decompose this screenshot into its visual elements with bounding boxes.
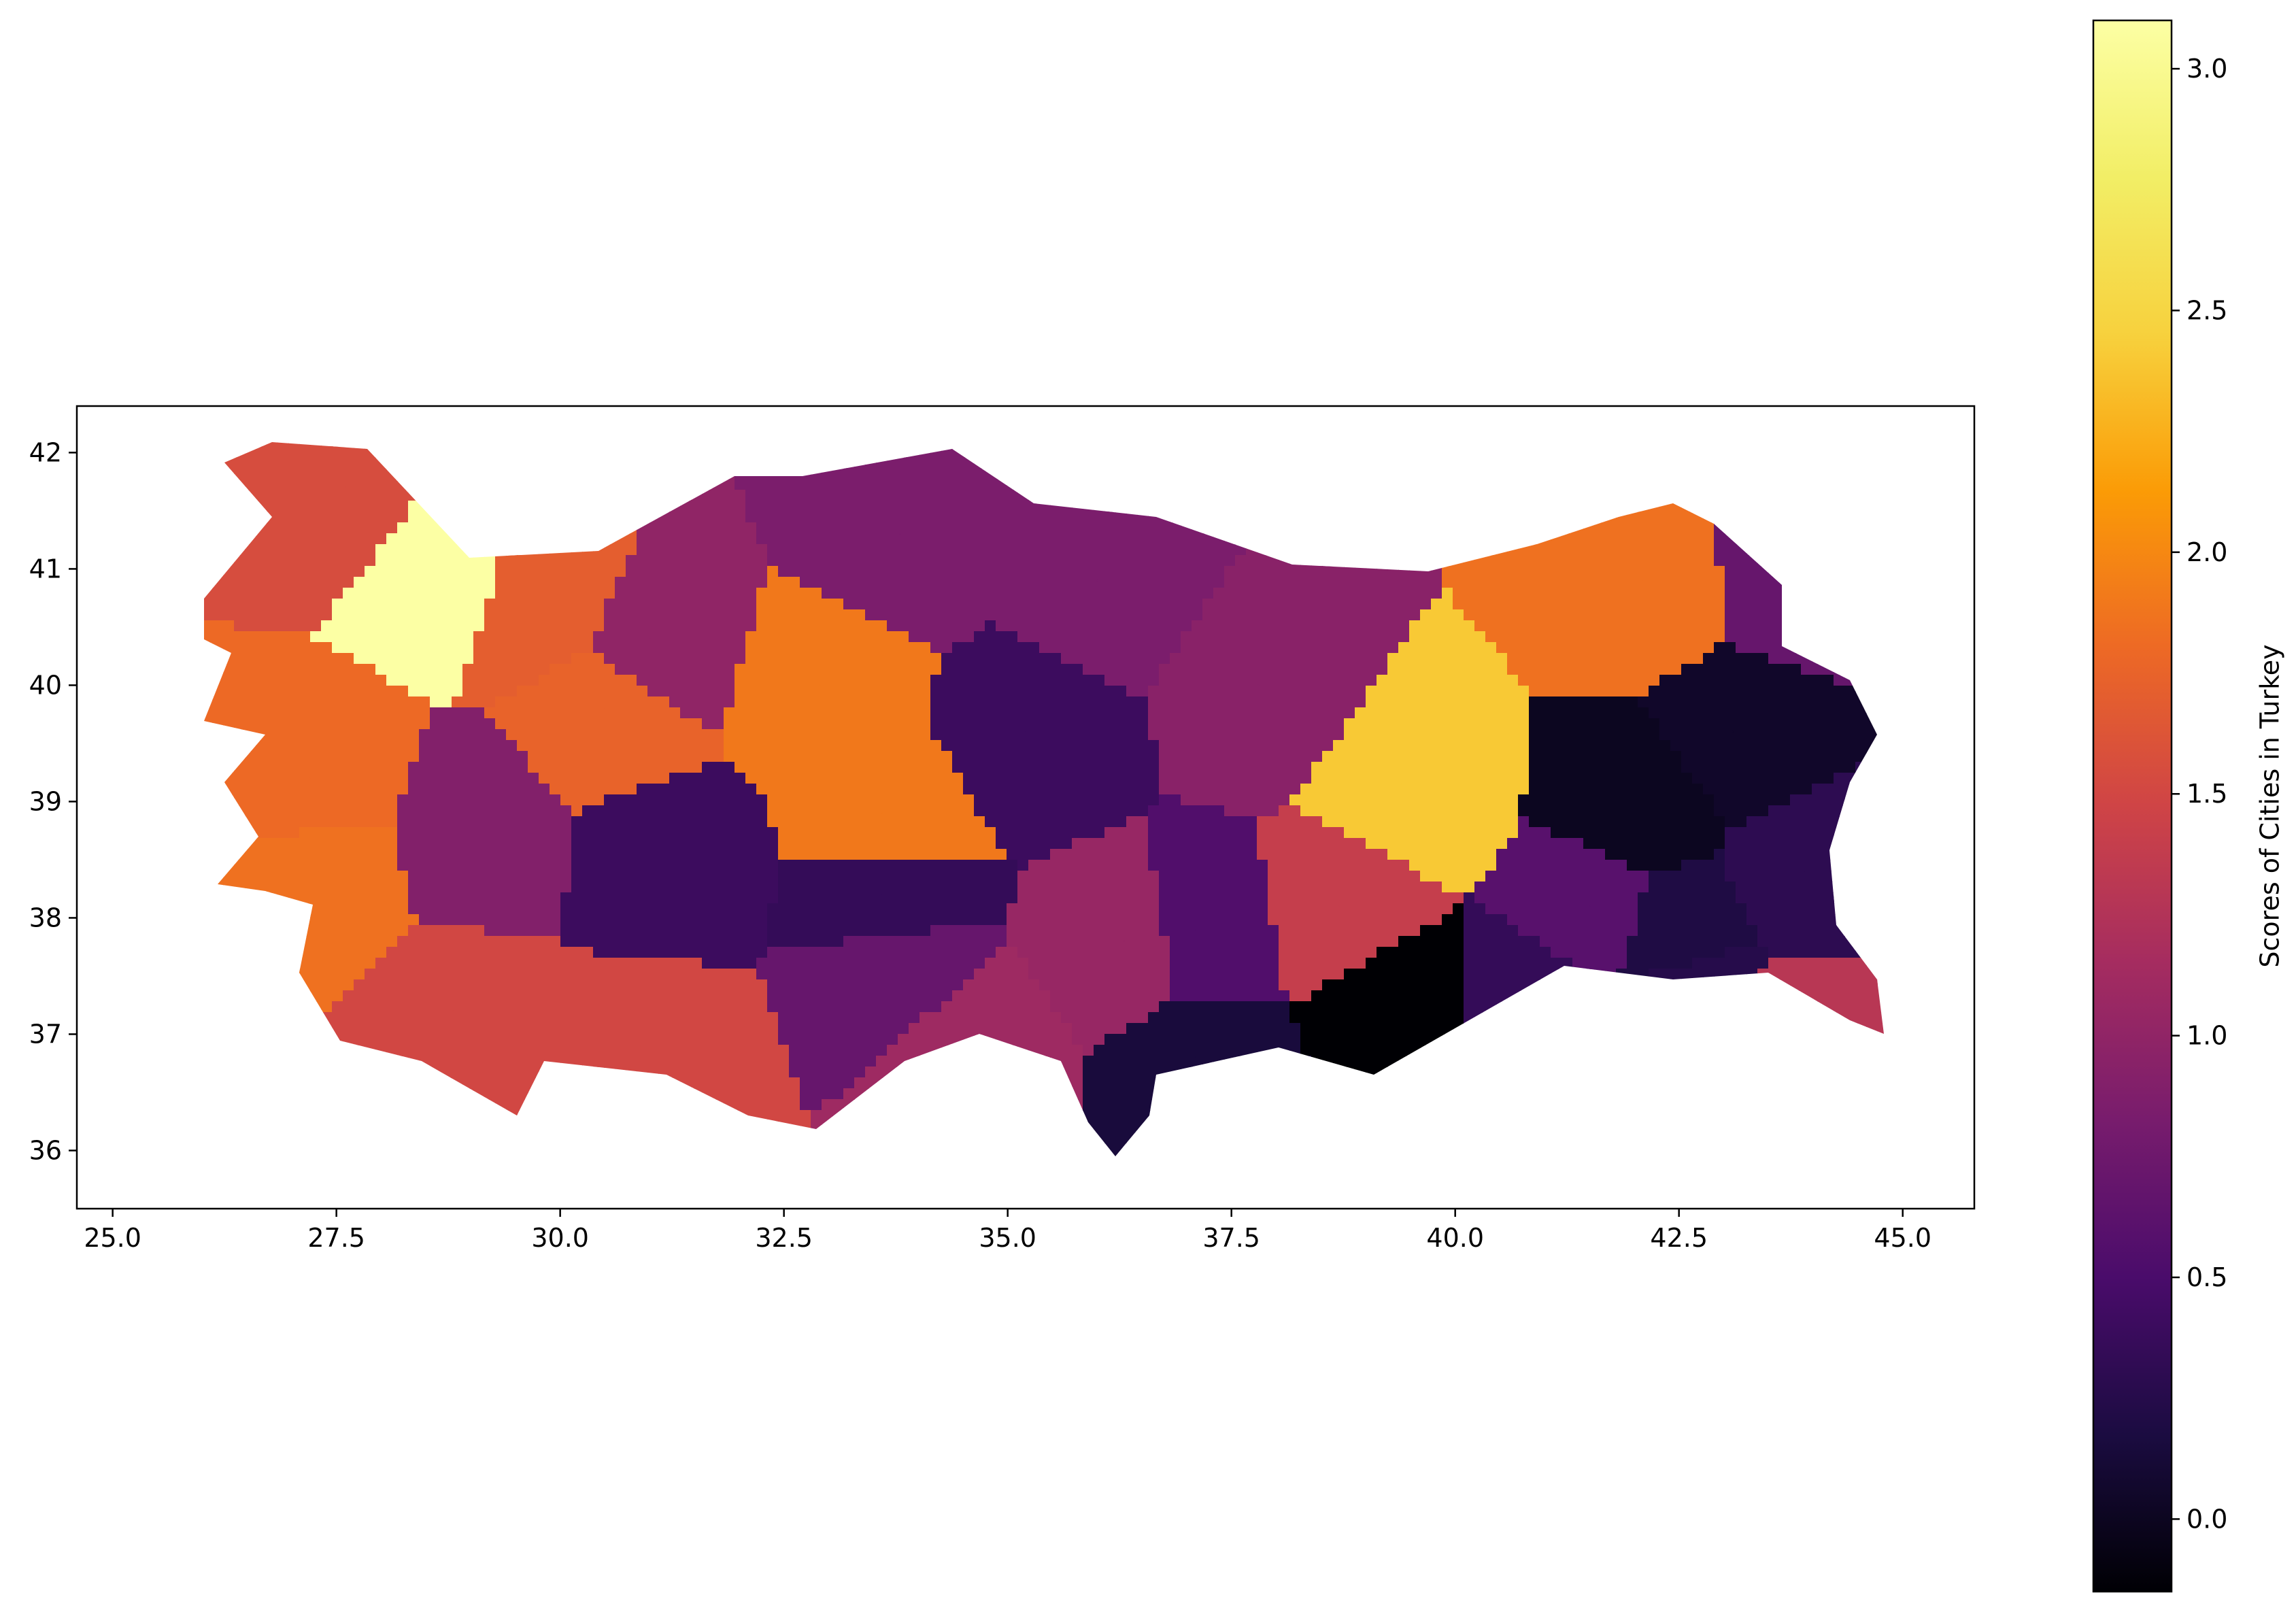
y-tick-label: 36 <box>29 1135 62 1165</box>
colorbar-ticks: 0.0 0.5 1.0 1.5 2.0 2.5 3.0 <box>2172 54 2227 1534</box>
colorbar-tick-label: 0.0 <box>2187 1504 2227 1534</box>
province-5 <box>318 871 320 873</box>
province-6 <box>309 777 311 779</box>
y-tick-label: 42 <box>29 437 62 467</box>
x-tick-label: 45.0 <box>1874 1223 1931 1253</box>
province-24 <box>1195 928 1197 930</box>
province-27 <box>881 894 883 896</box>
y-tick-label: 38 <box>29 903 62 933</box>
province-21 <box>890 963 892 965</box>
y-axis: 36 37 38 39 40 41 42 <box>29 437 77 1165</box>
province-17 <box>1257 684 1260 686</box>
y-tick-label: 41 <box>29 554 62 584</box>
province-26 <box>1025 731 1026 733</box>
province-16 <box>649 638 651 640</box>
province-35 <box>1391 998 1394 1001</box>
province-29 <box>1803 871 1805 873</box>
x-tick-label: 35.0 <box>979 1223 1036 1253</box>
x-tick-label: 42.5 <box>1650 1223 1708 1253</box>
province-20 <box>1096 580 1098 582</box>
axes-frame <box>75 405 1976 1210</box>
x-tick-label: 25.0 <box>84 1223 141 1253</box>
province-30 <box>1669 928 1671 930</box>
colorbar-label: Scores of Cities in Turkey <box>2255 644 2285 967</box>
province-3 <box>881 812 883 814</box>
x-tick-label: 32.5 <box>755 1223 813 1253</box>
province-15 <box>1123 940 1125 942</box>
province-4 <box>1642 580 1644 582</box>
province-1 <box>1400 783 1402 785</box>
x-tick-label: 37.5 <box>1202 1223 1260 1253</box>
y-tick-label: 40 <box>29 670 62 700</box>
colorbar-gradient <box>2092 19 2173 1593</box>
province-9 <box>344 486 346 488</box>
province-10 <box>452 1010 454 1012</box>
colorbar-tick-label: 2.0 <box>2187 537 2227 567</box>
province-2 <box>819 684 821 686</box>
x-tick-label: 27.5 <box>307 1223 365 1253</box>
province-18 <box>470 835 472 837</box>
province-11 <box>640 1045 642 1047</box>
province-33 <box>1732 731 1734 733</box>
y-tick-label: 37 <box>29 1019 62 1049</box>
colorbar-tick-label: 0.5 <box>2187 1262 2227 1292</box>
province-34 <box>1633 801 1635 803</box>
province-7 <box>604 707 606 709</box>
colorbar-tick-label: 1.0 <box>2187 1021 2227 1051</box>
colorbar-tick-label: 2.5 <box>2187 295 2227 325</box>
province-19 <box>899 533 901 535</box>
province-12 <box>1338 905 1340 907</box>
province-0 <box>434 556 436 558</box>
colorbar-tick-label: 1.5 <box>2187 779 2227 809</box>
province-25 <box>658 858 660 860</box>
x-tick-label: 30.0 <box>531 1223 589 1253</box>
x-axis: 25.0 27.5 30.0 32.5 35.0 37.5 40.0 42.5 45.0 <box>84 1209 1931 1253</box>
province-32 <box>1195 1056 1197 1058</box>
colorbar: 0.0 0.5 1.0 1.5 2.0 2.5 3.0 Scores of Cities i… <box>2092 19 2285 1593</box>
colorbar-tick-label: 3.0 <box>2187 54 2227 84</box>
x-tick-label: 40.0 <box>1426 1223 1484 1253</box>
y-tick-label: 39 <box>29 786 62 816</box>
province-8 <box>541 591 543 593</box>
province-23 <box>1589 905 1591 907</box>
